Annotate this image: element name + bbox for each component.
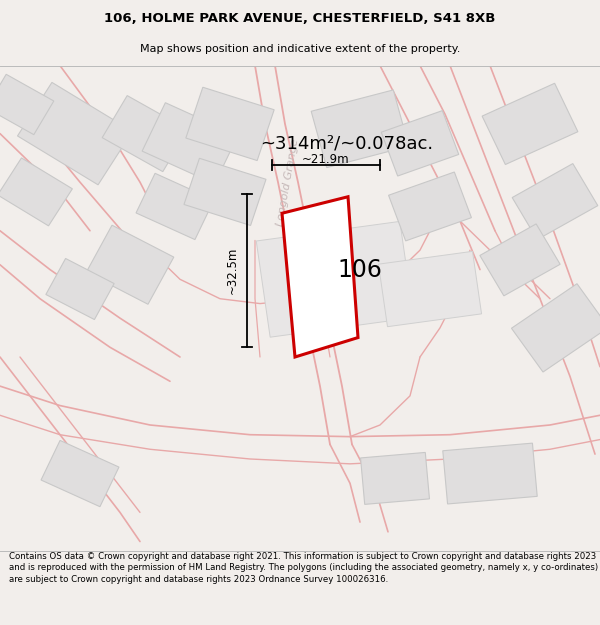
Polygon shape bbox=[0, 158, 73, 226]
Text: ~314m²/~0.078ac.: ~314m²/~0.078ac. bbox=[260, 134, 433, 152]
Polygon shape bbox=[41, 441, 119, 507]
Polygon shape bbox=[102, 96, 188, 172]
Polygon shape bbox=[142, 102, 238, 184]
Polygon shape bbox=[86, 225, 174, 304]
Polygon shape bbox=[46, 259, 114, 319]
Text: Contains OS data © Crown copyright and database right 2021. This information is : Contains OS data © Crown copyright and d… bbox=[9, 552, 598, 584]
Polygon shape bbox=[381, 111, 459, 176]
Polygon shape bbox=[480, 224, 560, 296]
Polygon shape bbox=[512, 164, 598, 239]
Text: ~21.9m: ~21.9m bbox=[302, 153, 350, 166]
Polygon shape bbox=[443, 443, 537, 504]
Polygon shape bbox=[256, 221, 414, 338]
Polygon shape bbox=[0, 74, 54, 134]
Text: 106: 106 bbox=[338, 258, 382, 282]
Polygon shape bbox=[136, 173, 214, 239]
Polygon shape bbox=[361, 452, 430, 504]
Polygon shape bbox=[17, 82, 133, 185]
Polygon shape bbox=[389, 172, 472, 241]
Text: Longold Grange: Longold Grange bbox=[275, 138, 301, 227]
Polygon shape bbox=[311, 90, 409, 168]
Polygon shape bbox=[511, 284, 600, 372]
Text: 106, HOLME PARK AVENUE, CHESTERFIELD, S41 8XB: 106, HOLME PARK AVENUE, CHESTERFIELD, S4… bbox=[104, 12, 496, 25]
Polygon shape bbox=[379, 251, 482, 327]
Polygon shape bbox=[186, 88, 274, 161]
Polygon shape bbox=[282, 197, 358, 357]
Text: Map shows position and indicative extent of the property.: Map shows position and indicative extent… bbox=[140, 44, 460, 54]
Polygon shape bbox=[184, 158, 266, 226]
Text: ~32.5m: ~32.5m bbox=[226, 247, 239, 294]
Polygon shape bbox=[482, 83, 578, 164]
